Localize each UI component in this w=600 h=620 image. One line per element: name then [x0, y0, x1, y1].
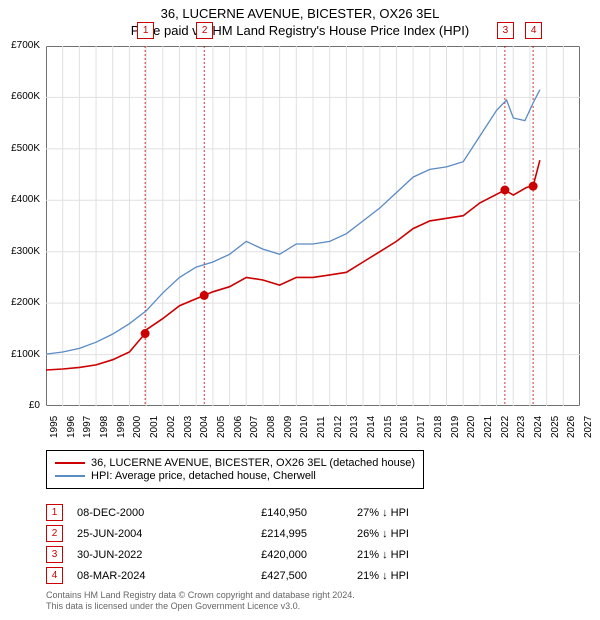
x-axis-label: 2018 — [433, 416, 444, 438]
trade-delta: 21% ↓ HPI — [357, 549, 409, 561]
x-axis-label: 2021 — [483, 416, 494, 438]
footer: Contains HM Land Registry data © Crown c… — [46, 590, 355, 612]
trade-price: £140,950 — [207, 507, 357, 519]
x-axis-label: 2013 — [349, 416, 360, 438]
legend-label: 36, LUCERNE AVENUE, BICESTER, OX26 3EL (… — [91, 457, 415, 469]
x-axis-label: 1998 — [99, 416, 110, 438]
y-axis-label: £400K — [11, 194, 40, 205]
x-axis-label: 2027 — [583, 416, 594, 438]
y-axis-label: £600K — [11, 91, 40, 102]
x-axis-label: 2016 — [399, 416, 410, 438]
footer-line-1: Contains HM Land Registry data © Crown c… — [46, 590, 355, 601]
legend-label: HPI: Average price, detached house, Cher… — [91, 470, 316, 482]
x-axis-label: 2026 — [566, 416, 577, 438]
trade-delta: 21% ↓ HPI — [357, 570, 409, 582]
title-line-1: 36, LUCERNE AVENUE, BICESTER, OX26 3EL — [0, 6, 600, 21]
x-axis-label: 1999 — [116, 416, 127, 438]
trades-table: 1 08-DEC-2000£140,95027% ↓ HPI 2 25-JUN-200… — [46, 500, 409, 588]
y-axis-label: £500K — [11, 143, 40, 154]
footer-line-2: This data is licensed under the Open Gov… — [46, 601, 355, 612]
trade-row: 4 08-MAR-2024£427,50021% ↓ HPI — [46, 567, 409, 584]
x-axis-label: 2014 — [366, 416, 377, 438]
trade-marker: 2 — [46, 525, 63, 542]
x-axis-label: 1995 — [49, 416, 60, 438]
trade-price: £214,995 — [207, 528, 357, 540]
y-axis-label: £300K — [11, 246, 40, 257]
x-axis-label: 2009 — [283, 416, 294, 438]
y-axis-label: £100K — [11, 349, 40, 360]
y-axis-label: £700K — [11, 40, 40, 51]
x-axis-label: 2023 — [516, 416, 527, 438]
x-axis-label: 1997 — [82, 416, 93, 438]
chart-area: 1234 £0£100K£200K£300K£400K£500K£600K£70… — [46, 46, 580, 406]
x-axis-label: 2000 — [132, 416, 143, 438]
legend: 36, LUCERNE AVENUE, BICESTER, OX26 3EL (… — [46, 450, 424, 489]
x-axis-label: 2005 — [216, 416, 227, 438]
x-axis-label: 2022 — [500, 416, 511, 438]
x-axis-label: 2024 — [533, 416, 544, 438]
chart-svg — [46, 46, 580, 406]
trade-delta: 27% ↓ HPI — [357, 507, 409, 519]
x-axis-label: 2003 — [183, 416, 194, 438]
trade-date: 08-MAR-2024 — [77, 570, 207, 582]
x-axis-label: 2020 — [466, 416, 477, 438]
trade-row: 2 25-JUN-2004£214,99526% ↓ HPI — [46, 525, 409, 542]
trade-marker: 3 — [46, 546, 63, 563]
trade-delta: 26% ↓ HPI — [357, 528, 409, 540]
legend-row: HPI: Average price, detached house, Cher… — [55, 470, 415, 482]
x-axis-label: 2010 — [299, 416, 310, 438]
x-axis-label: 2006 — [233, 416, 244, 438]
x-axis-label: 2008 — [266, 416, 277, 438]
trade-marker: 4 — [46, 567, 63, 584]
x-axis-label: 2019 — [450, 416, 461, 438]
trade-marker: 1 — [46, 504, 63, 521]
sale-marker-4: 4 — [525, 22, 542, 39]
sale-marker-2: 2 — [196, 22, 213, 39]
trade-row: 1 08-DEC-2000£140,95027% ↓ HPI — [46, 504, 409, 521]
x-axis-label: 2004 — [199, 416, 210, 438]
legend-row: 36, LUCERNE AVENUE, BICESTER, OX26 3EL (… — [55, 457, 415, 469]
legend-swatch — [55, 475, 85, 477]
y-axis-label: £200K — [11, 297, 40, 308]
legend-swatch — [55, 462, 85, 464]
x-axis-label: 2017 — [416, 416, 427, 438]
trade-price: £427,500 — [207, 570, 357, 582]
x-axis-label: 1996 — [66, 416, 77, 438]
x-axis-label: 2012 — [333, 416, 344, 438]
sale-marker-1: 1 — [137, 22, 154, 39]
x-axis-label: 2007 — [249, 416, 260, 438]
trade-price: £420,000 — [207, 549, 357, 561]
x-axis-label: 2002 — [166, 416, 177, 438]
trade-date: 30-JUN-2022 — [77, 549, 207, 561]
trade-date: 25-JUN-2004 — [77, 528, 207, 540]
trade-date: 08-DEC-2000 — [77, 507, 207, 519]
sale-marker-3: 3 — [497, 22, 514, 39]
x-axis-label: 2001 — [149, 416, 160, 438]
x-axis-label: 2011 — [316, 416, 327, 438]
x-axis-label: 2015 — [383, 416, 394, 438]
x-axis-label: 2025 — [550, 416, 561, 438]
y-axis-label: £0 — [29, 400, 40, 411]
trade-row: 3 30-JUN-2022£420,00021% ↓ HPI — [46, 546, 409, 563]
